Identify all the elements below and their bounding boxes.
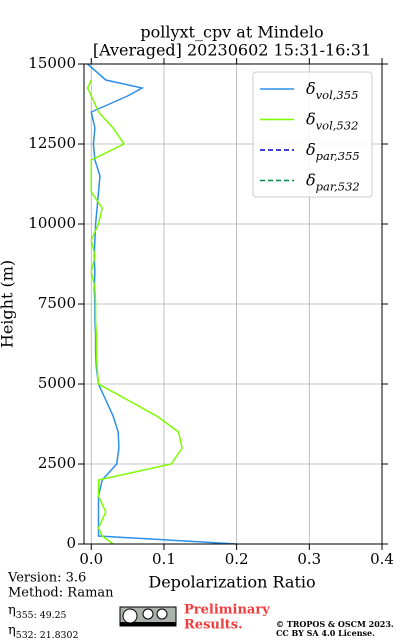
legend-box bbox=[252, 71, 373, 198]
y-tick-label: 2500 bbox=[38, 454, 76, 472]
x-tick-label: 0.3 bbox=[297, 550, 321, 568]
info-text: Method: Raman bbox=[8, 586, 114, 601]
cc-badge bbox=[119, 606, 177, 627]
x-tick-label: 0.2 bbox=[225, 550, 249, 568]
legend-label: δvol,532 bbox=[306, 109, 358, 133]
plot-frame bbox=[83, 63, 383, 545]
info-text: Version: 3.6 bbox=[7, 571, 86, 586]
x-tick-label: 0.0 bbox=[79, 550, 103, 568]
copyright-text: CC BY SA 4.0 License. bbox=[276, 628, 375, 638]
notice-text: Preliminary bbox=[184, 603, 270, 618]
chart-title: [Averaged] 20230602 15:31-16:31 bbox=[93, 41, 371, 60]
legend-label: δpar,355 bbox=[306, 140, 360, 164]
y-tick-label: 0 bbox=[66, 534, 76, 552]
y-tick-label: 7500 bbox=[38, 294, 76, 312]
y-tick-label: 10000 bbox=[28, 214, 76, 232]
profile-line bbox=[86, 79, 183, 545]
y-axis-label: Height (m) bbox=[0, 260, 17, 348]
copyright-text: © TROPOS & OSCM 2023. bbox=[276, 619, 394, 629]
x-tick-label: 0.1 bbox=[152, 550, 176, 568]
x-axis-label: Depolarization Ratio bbox=[148, 573, 315, 592]
y-tick-label: 12500 bbox=[28, 134, 76, 152]
legend-label: δpar,532 bbox=[306, 170, 360, 194]
y-tick-label: 15000 bbox=[28, 54, 76, 72]
info-text: η355: 49.25 bbox=[8, 603, 67, 622]
chart-title: pollyxt_cpv at Mindelo bbox=[140, 23, 323, 42]
legend-label: δvol,355 bbox=[306, 79, 358, 103]
x-tick-label: 0.4 bbox=[370, 550, 394, 568]
y-tick-label: 5000 bbox=[38, 374, 76, 392]
info-text: η532: 21.8302 bbox=[8, 623, 78, 640]
notice-text: Results. bbox=[184, 618, 243, 633]
